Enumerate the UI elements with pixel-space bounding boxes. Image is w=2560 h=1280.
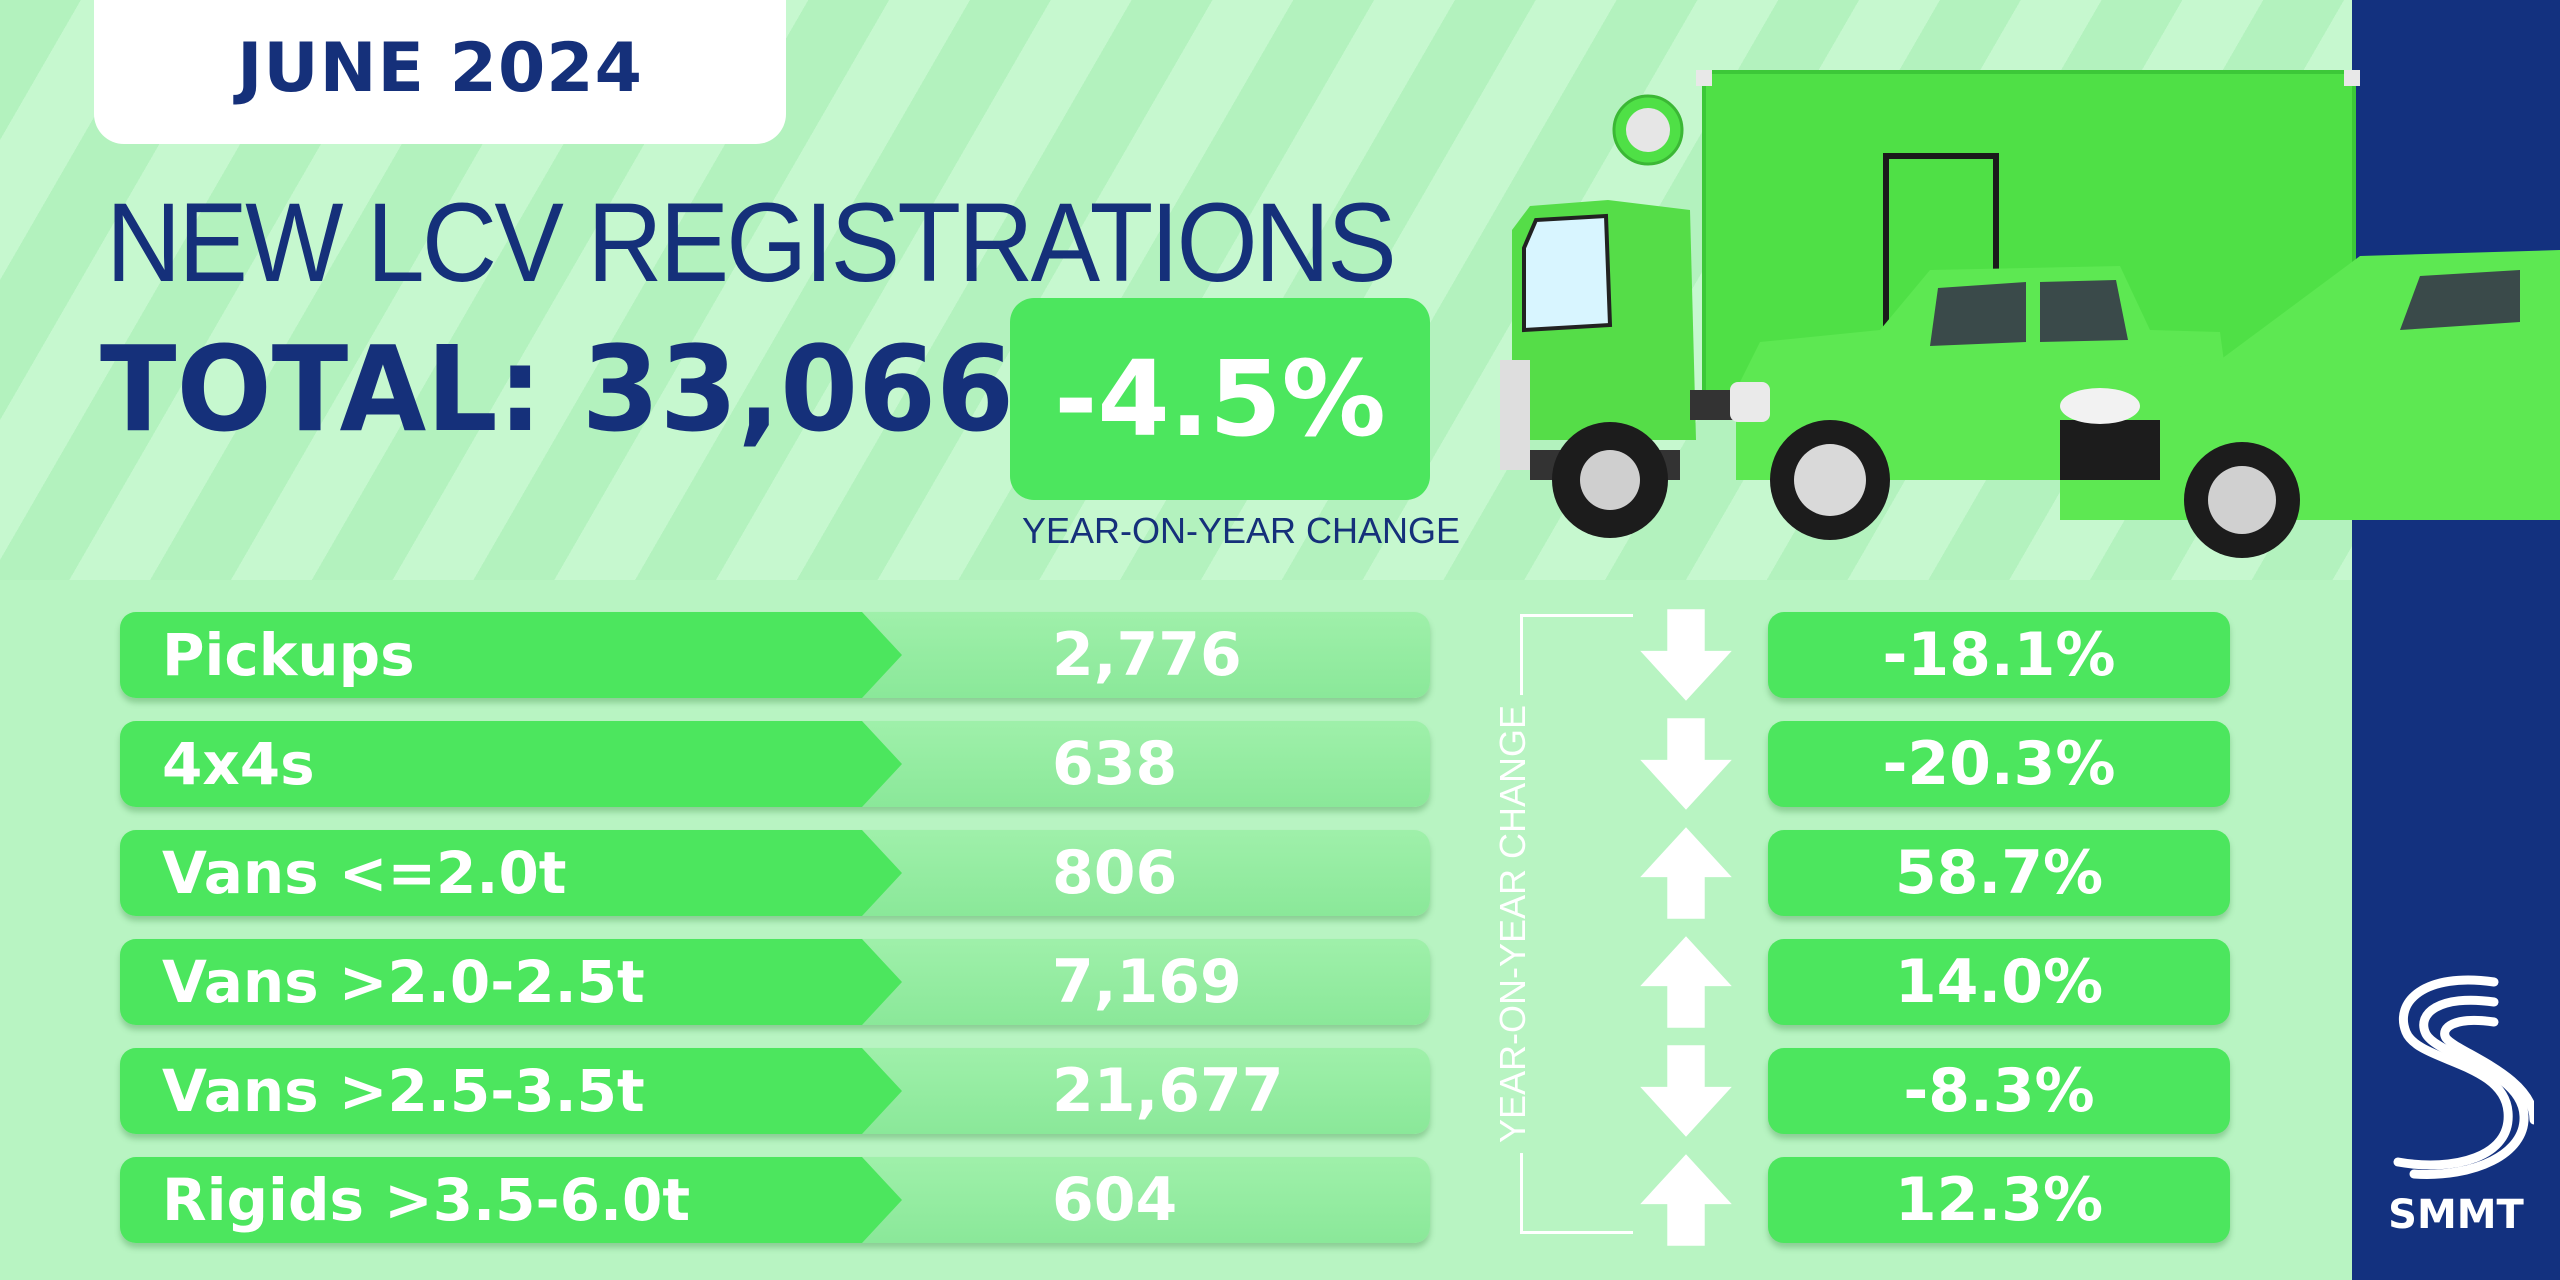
row-value: 806	[1052, 838, 1178, 908]
change-box: 12.3%	[1768, 1157, 2230, 1243]
down-arrow-icon	[1640, 1045, 1732, 1137]
table-row: Vans <=2.0t 806	[120, 830, 1430, 916]
row-label: 4x4s	[162, 730, 315, 798]
label-arrow-tip	[862, 721, 902, 807]
yoy-change-value: -4.5%	[1054, 338, 1386, 460]
row-label: Vans >2.5-3.5t	[162, 1057, 645, 1125]
change-value: -20.3%	[1882, 729, 2116, 799]
table-row: 4x4s 638	[120, 721, 1430, 807]
change-value: 58.7%	[1894, 838, 2104, 908]
down-arrow-icon	[1640, 609, 1732, 701]
label-arrow-tip	[862, 939, 902, 1025]
label-arrow-tip	[862, 1048, 902, 1134]
page-title: NEW LCV REGISTRATIONS	[106, 180, 1397, 305]
label-bar	[120, 939, 862, 1025]
label-bar	[120, 830, 862, 916]
label-bar	[120, 721, 862, 807]
yoy-bracket	[1520, 614, 1633, 1234]
yoy-side-label-text: YEAR-ON-YEAR CHANGE	[1492, 694, 1534, 1154]
row-label: Vans >2.0-2.5t	[162, 948, 645, 1016]
change-value: 14.0%	[1894, 947, 2104, 1017]
change-value: -8.3%	[1903, 1056, 2095, 1126]
vehicles-illustration	[1500, 70, 2560, 558]
table-row: Rigids >3.5-6.0t 604	[120, 1157, 1430, 1243]
van-icon	[2060, 250, 2560, 558]
row-value: 638	[1052, 729, 1178, 799]
change-box: -18.1%	[1768, 612, 2230, 698]
table-row: Vans >2.5-3.5t 21,677	[120, 1048, 1430, 1134]
date-label: JUNE 2024	[237, 28, 643, 108]
up-arrow-icon	[1640, 936, 1732, 1028]
down-arrow-icon	[1640, 718, 1732, 810]
yoy-change-caption: YEAR-ON-YEAR CHANGE	[1022, 510, 1461, 551]
row-value: 21,677	[1052, 1056, 1284, 1126]
up-arrow-icon	[1640, 827, 1732, 919]
label-bar	[120, 1048, 862, 1134]
table-row: Pickups 2,776	[120, 612, 1430, 698]
label-bar	[120, 1157, 862, 1243]
row-label: Pickups	[162, 621, 415, 689]
label-arrow-tip	[862, 1157, 902, 1243]
smmt-logo-icon	[2393, 975, 2534, 1179]
row-value: 2,776	[1052, 620, 1242, 690]
change-box: -8.3%	[1768, 1048, 2230, 1134]
date-tag: JUNE 2024	[94, 0, 786, 144]
label-bar	[120, 612, 862, 698]
row-value: 7,169	[1052, 947, 1242, 1017]
row-label: Rigids >3.5-6.0t	[162, 1166, 691, 1234]
row-value: 604	[1052, 1165, 1178, 1235]
total-registrations: TOTAL: 33,066	[100, 320, 1015, 458]
brand-name: SMMT	[2388, 1192, 2524, 1238]
up-arrow-icon	[1640, 1154, 1732, 1246]
yoy-change-badge: -4.5%	[1010, 298, 1430, 500]
change-box: 58.7%	[1768, 830, 2230, 916]
change-box: -20.3%	[1768, 721, 2230, 807]
change-value: 12.3%	[1894, 1165, 2104, 1235]
label-arrow-tip	[862, 830, 902, 916]
change-box: 14.0%	[1768, 939, 2230, 1025]
table-row: Vans >2.0-2.5t 7,169	[120, 939, 1430, 1025]
change-value: -18.1%	[1882, 620, 2116, 690]
label-arrow-tip	[862, 612, 902, 698]
row-label: Vans <=2.0t	[162, 839, 567, 907]
